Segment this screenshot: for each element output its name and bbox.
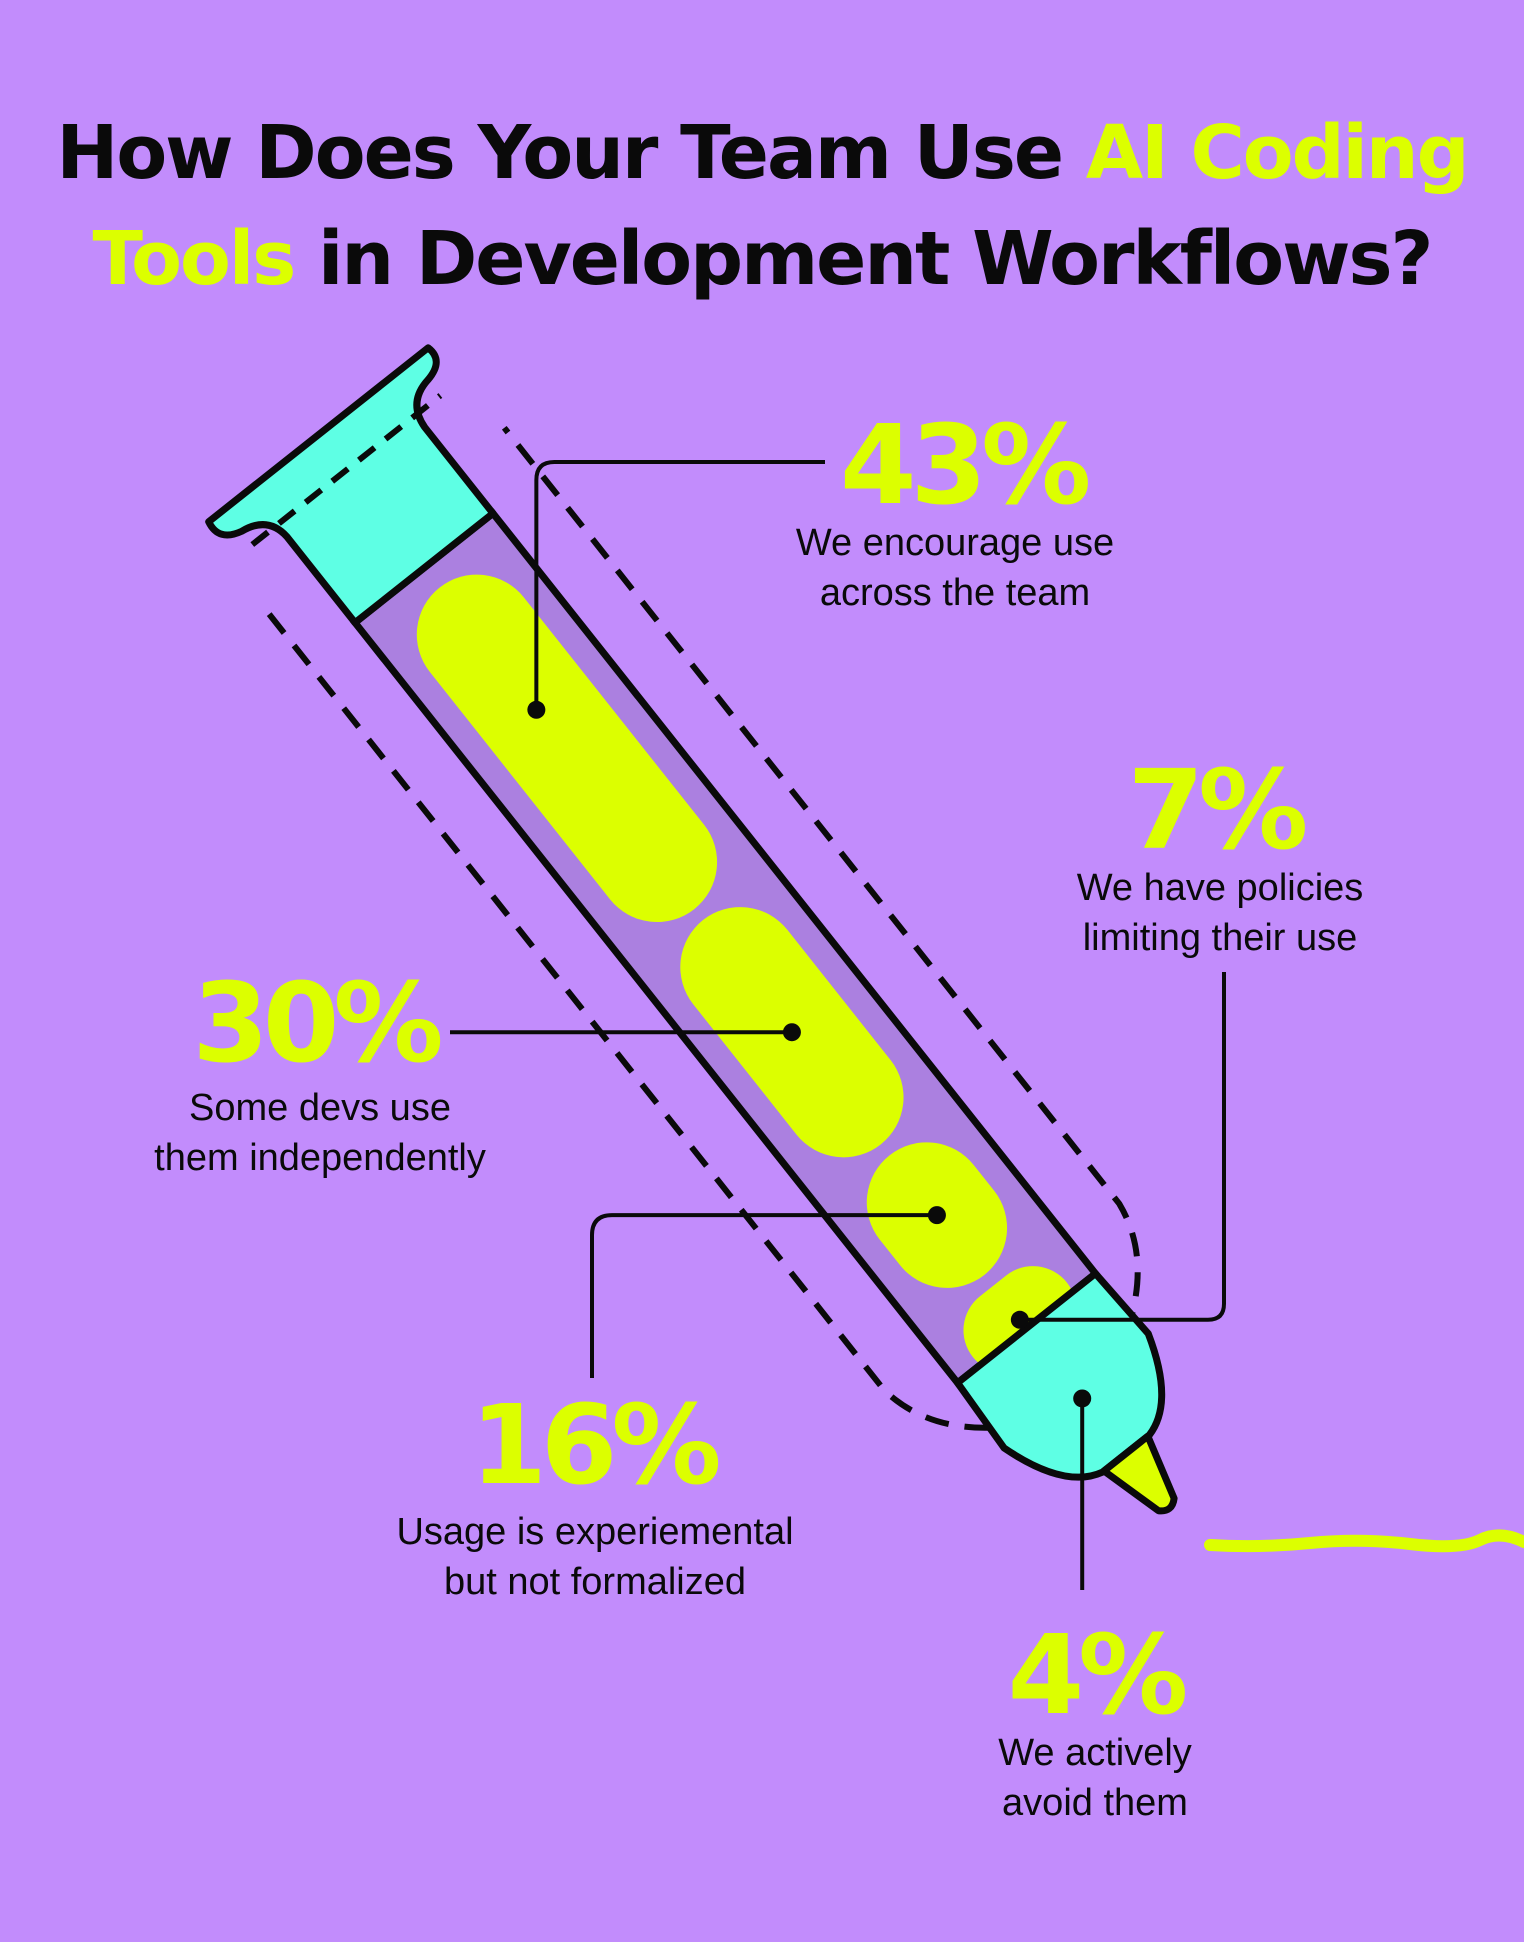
title-highlight-ai-coding: AI Coding	[1085, 110, 1470, 196]
ink-segment-43	[416, 574, 718, 923]
ink-line	[1204, 1529, 1524, 1553]
title-part-1: How Does Your Team Use	[56, 110, 1086, 196]
category-label-4: We actively avoid them	[998, 1732, 1192, 1824]
leader-line-16	[590, 1213, 937, 1378]
category-label-30: Some devs use them independently	[154, 1087, 486, 1179]
chart-title: How Does Your Team Use AI Coding Tools in…	[0, 100, 1524, 312]
cap-dashed-line	[250, 393, 443, 547]
category-label-43: We encourage use across the team	[795, 522, 1115, 614]
category-label-7: We have policies limiting their use	[1076, 867, 1364, 959]
value-label-7: 7%	[1127, 746, 1309, 874]
value-label-43: 43%	[840, 401, 1091, 529]
pencil-cap	[205, 344, 497, 627]
leader-line-43	[534, 460, 825, 710]
pencil-nib	[1100, 1432, 1178, 1515]
title-highlight-tools: Tools	[92, 216, 297, 302]
anchor-dot-16	[927, 1206, 946, 1225]
category-label-16: Usage is experiemental but not formalize…	[396, 1511, 794, 1603]
value-label-16: 16%	[470, 1381, 721, 1509]
value-label-4: 4%	[1007, 1611, 1189, 1739]
anchor-dot-43	[527, 700, 546, 719]
leader-line-7	[1019, 972, 1226, 1322]
anchor-dot-7	[1010, 1310, 1029, 1329]
title-part-2: in Development Workflows?	[294, 216, 1433, 302]
pencil-icon	[205, 344, 1178, 1515]
value-label-30: 30%	[192, 959, 443, 1087]
anchor-dot-30	[782, 1023, 801, 1042]
callout-leaders	[450, 460, 1226, 1590]
anchor-dot-4	[1073, 1389, 1092, 1408]
